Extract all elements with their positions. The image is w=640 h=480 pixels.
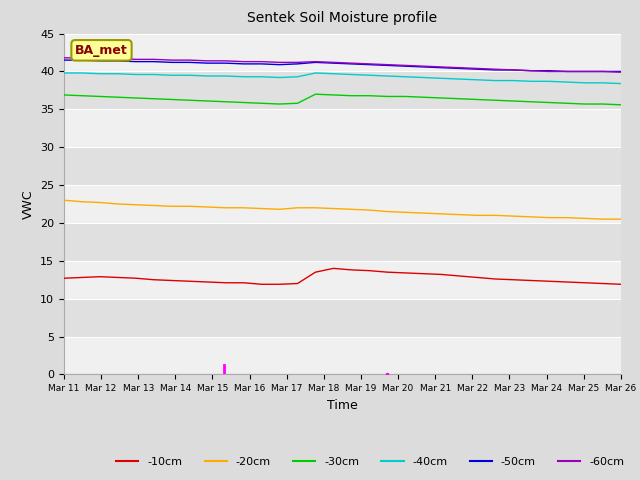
Bar	[64, 261, 621, 299]
Legend: Rain: Rain	[118, 478, 182, 480]
Bar	[64, 109, 621, 147]
Bar	[64, 72, 621, 109]
Title: Sentek Soil Moisture profile: Sentek Soil Moisture profile	[247, 12, 438, 25]
Bar	[64, 299, 621, 336]
Text: BA_met: BA_met	[75, 44, 128, 57]
Bar	[64, 185, 621, 223]
Bar	[64, 34, 621, 72]
Y-axis label: VWC: VWC	[22, 189, 35, 219]
X-axis label: Time: Time	[327, 399, 358, 412]
Bar	[64, 336, 621, 374]
Bar	[64, 147, 621, 185]
Bar	[64, 223, 621, 261]
